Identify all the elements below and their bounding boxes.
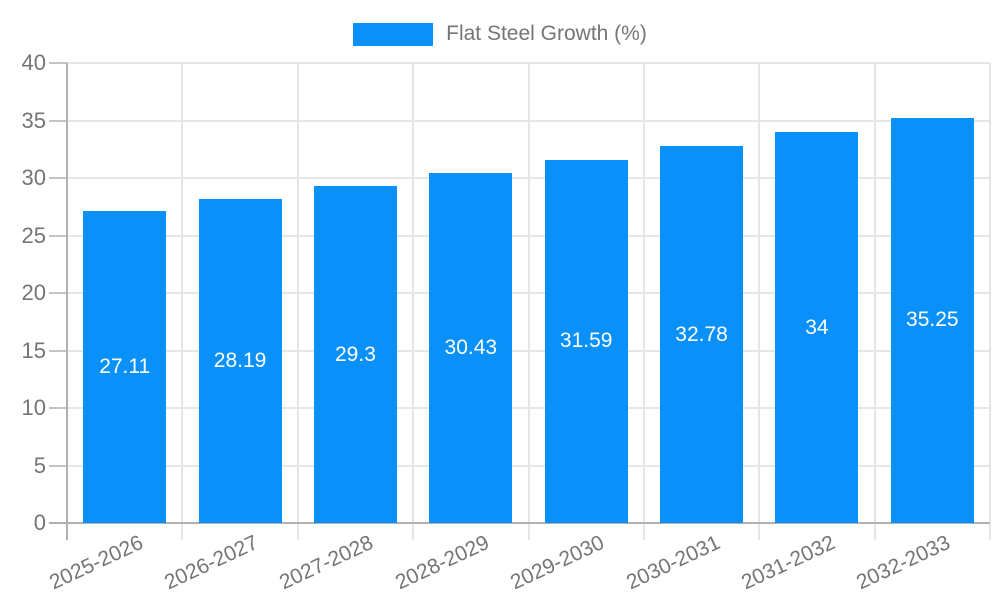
y-axis-label: 5 xyxy=(33,452,46,478)
y-axis-tick xyxy=(49,177,67,179)
y-axis-label: 30 xyxy=(21,165,46,190)
y-axis-label: 40 xyxy=(21,50,46,75)
y-axis-tick xyxy=(49,464,67,467)
gridline-vertical xyxy=(758,63,761,540)
x-axis-label: 2030-2031 xyxy=(622,531,724,595)
x-axis-line xyxy=(49,522,990,524)
legend[interactable]: Flat Steel Growth (%) xyxy=(0,22,1000,46)
y-axis-tick xyxy=(49,62,67,64)
bar[interactable]: 27.11 xyxy=(83,211,167,523)
x-axis-label: 2025-2026 xyxy=(45,531,147,595)
x-axis-label: 2029-2030 xyxy=(507,531,608,595)
legend-label: Flat Steel Growth (%) xyxy=(446,22,647,45)
y-axis-tick xyxy=(49,119,67,122)
bar-value-label: 29.3 xyxy=(335,342,376,366)
bar[interactable]: 32.78 xyxy=(660,146,744,523)
gridline-vertical xyxy=(642,63,645,540)
bar-value-label: 28.19 xyxy=(213,348,267,372)
bar-value-label: 27.11 xyxy=(99,355,151,379)
x-axis-label: 2031-2032 xyxy=(737,531,839,595)
gridline-vertical xyxy=(181,63,184,540)
bar-value-label: 30.43 xyxy=(444,336,498,360)
bar-value-label: 35.25 xyxy=(906,308,959,332)
bar[interactable]: 35.25 xyxy=(890,117,974,523)
gridline-vertical xyxy=(412,63,415,540)
y-axis-label: 15 xyxy=(21,337,46,363)
bar[interactable]: 29.3 xyxy=(313,186,397,523)
bar-value-label: 31.59 xyxy=(559,329,613,353)
gridline-vertical xyxy=(296,63,299,540)
y-axis-label: 20 xyxy=(21,280,46,305)
y-axis-label: 25 xyxy=(21,222,46,248)
bar[interactable]: 31.59 xyxy=(544,159,628,523)
bar[interactable]: 34 xyxy=(775,132,859,523)
y-axis-line xyxy=(66,63,68,540)
gridline-vertical xyxy=(873,63,876,540)
x-axis-label: 2028-2029 xyxy=(391,531,493,595)
bar-value-label: 32.78 xyxy=(675,322,728,346)
y-axis-tick xyxy=(49,292,67,294)
bar[interactable]: 28.19 xyxy=(198,198,282,523)
gridline-vertical xyxy=(989,63,991,540)
y-axis-tick xyxy=(49,349,67,352)
bar[interactable]: 30.43 xyxy=(429,173,513,523)
y-axis-tick xyxy=(49,234,67,237)
y-axis-label: 35 xyxy=(21,107,46,133)
y-axis-tick xyxy=(49,407,67,409)
y-axis-label: 10 xyxy=(21,395,46,420)
y-axis-label: 0 xyxy=(33,510,46,535)
x-axis-label: 2026-2027 xyxy=(161,531,262,595)
x-axis-label: 2027-2028 xyxy=(276,531,378,595)
gridline-vertical xyxy=(527,63,530,540)
legend-swatch xyxy=(353,22,434,46)
x-axis-label: 2032-2033 xyxy=(853,531,955,595)
bar-value-label: 34 xyxy=(805,315,829,339)
